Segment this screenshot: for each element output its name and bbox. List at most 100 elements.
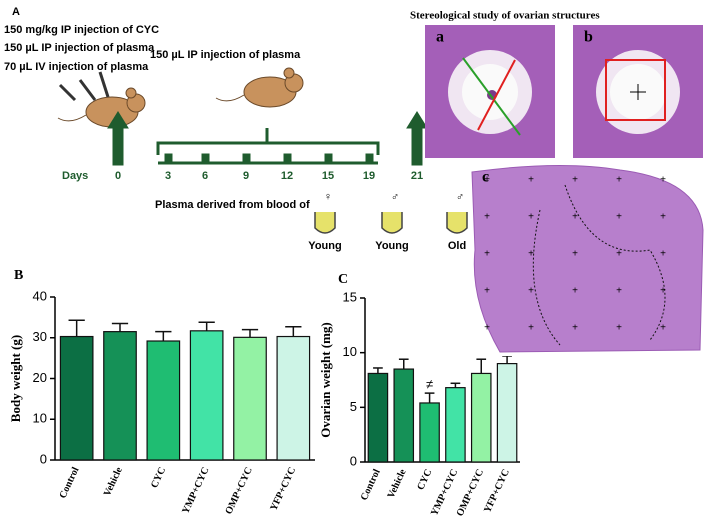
bar xyxy=(233,336,267,461)
grid-cross: + xyxy=(484,249,490,260)
bar xyxy=(393,368,415,463)
grid-cross: + xyxy=(484,286,490,297)
y-tick-label: 0 xyxy=(350,453,357,468)
boundary xyxy=(532,184,666,346)
syringes xyxy=(58,71,110,102)
donor-age: Old xyxy=(448,240,466,252)
day: 9 xyxy=(243,170,249,182)
grid-cross: + xyxy=(484,323,490,334)
panel-label: A xyxy=(12,6,20,18)
y-axis-label: Body weight (g) xyxy=(8,335,23,422)
error-bar xyxy=(68,319,85,337)
bar xyxy=(103,331,137,461)
x-tick-label: YFP+CYC xyxy=(482,468,512,515)
dose-text: 150 µL IP injection of plasma xyxy=(4,42,155,54)
x-tick-label: OMP+CYC xyxy=(223,466,254,517)
bar xyxy=(367,372,389,463)
grid-cross: + xyxy=(572,175,578,186)
grid-cross: + xyxy=(616,212,622,223)
x-tick-label: CYC xyxy=(415,468,434,492)
micrograph-a: a xyxy=(425,25,555,158)
error-bar xyxy=(450,382,461,388)
micrograph-c: + + + + ++ + + + ++ + + + ++ + + + ++ + + + +c xyxy=(468,164,705,356)
days-label: Days xyxy=(62,170,88,182)
grid-cross: + xyxy=(572,212,578,223)
error-bar xyxy=(424,392,435,403)
sex-symbol: ♂ xyxy=(391,191,399,203)
error-bar xyxy=(285,325,302,337)
grid-cross: + xyxy=(572,249,578,260)
grid-cross: + xyxy=(616,286,622,297)
timeline xyxy=(107,111,428,166)
x-tick-label: Control xyxy=(57,465,81,500)
panel-label: B xyxy=(14,268,23,283)
grid-cross: + xyxy=(528,286,534,297)
bar xyxy=(59,335,94,461)
dose-text: 70 µL IV injection of plasma xyxy=(4,61,149,73)
micrograph-b: b xyxy=(573,25,703,158)
tissue xyxy=(471,164,704,353)
grid-cross: + xyxy=(528,323,534,334)
grid-cross: + xyxy=(616,175,622,186)
day: 19 xyxy=(363,170,375,182)
grid-cross: + xyxy=(484,175,490,186)
error-bar xyxy=(198,321,215,331)
y-axis-label: Ovarian weight (mg) xyxy=(318,322,333,438)
error-bar xyxy=(476,358,487,374)
y-tick-label: 40 xyxy=(33,288,47,303)
sex-symbol: ♀ xyxy=(324,191,332,203)
x-tick-label: Vehicle xyxy=(386,467,409,500)
grid-cross: + xyxy=(572,323,578,334)
panel-label: C xyxy=(338,272,348,287)
error-bar xyxy=(111,322,129,332)
grid-cross: + xyxy=(528,212,534,223)
x-tick-label: CYC xyxy=(149,466,168,490)
y-tick-label: 15 xyxy=(343,289,357,304)
x-tick-label: Vehicle xyxy=(102,465,125,498)
grid-cross: + xyxy=(616,323,622,334)
grid-cross: + xyxy=(528,175,534,186)
grid-cross: + xyxy=(660,286,666,297)
plasma-title: Plasma derived from blood of xyxy=(155,199,310,211)
micrograph-label: a xyxy=(436,29,444,46)
y-tick-label: 20 xyxy=(33,370,47,385)
y-tick-label: 30 xyxy=(33,329,47,344)
grid-cross: + xyxy=(484,212,490,223)
day: 3 xyxy=(165,170,171,182)
bar xyxy=(276,335,311,461)
tubes xyxy=(314,212,468,234)
day: 15 xyxy=(322,170,334,182)
sex-symbol: ♂ xyxy=(456,191,464,203)
significance: ≠ xyxy=(426,377,433,392)
day: 0 xyxy=(115,170,121,182)
bar xyxy=(496,363,518,463)
error-bar xyxy=(502,355,512,364)
bar xyxy=(445,387,466,463)
error-bar xyxy=(398,358,409,370)
day: 21 xyxy=(411,170,423,182)
x-tick-label: YFP+CYC xyxy=(268,466,298,513)
donor-age: Young xyxy=(308,240,341,252)
grid-cross: + xyxy=(616,249,622,260)
grid-cross: + xyxy=(660,323,666,334)
mouse xyxy=(57,67,304,128)
error-bar xyxy=(241,328,259,338)
y-tick-label: 0 xyxy=(40,451,47,466)
x-tick-label: YMP+CYC xyxy=(180,466,211,516)
error-bar xyxy=(155,330,172,342)
bar xyxy=(419,402,440,463)
grid-cross: + xyxy=(572,286,578,297)
day: 12 xyxy=(281,170,293,182)
grid-cross: + xyxy=(660,249,666,260)
dose-text: 150 mg/kg IP injection of CYC xyxy=(4,24,159,36)
error-bar xyxy=(373,367,383,374)
x-tick-label: Control xyxy=(359,467,383,502)
grid-cross: + xyxy=(528,249,534,260)
day: 6 xyxy=(202,170,208,182)
y-tick-label: 10 xyxy=(343,344,357,359)
dose-text: 150 µL IP injection of plasma xyxy=(150,49,301,61)
grid-cross: + xyxy=(660,175,666,186)
micrograph-title: Stereological study of ovarian structure… xyxy=(410,10,600,22)
bar xyxy=(470,372,492,463)
